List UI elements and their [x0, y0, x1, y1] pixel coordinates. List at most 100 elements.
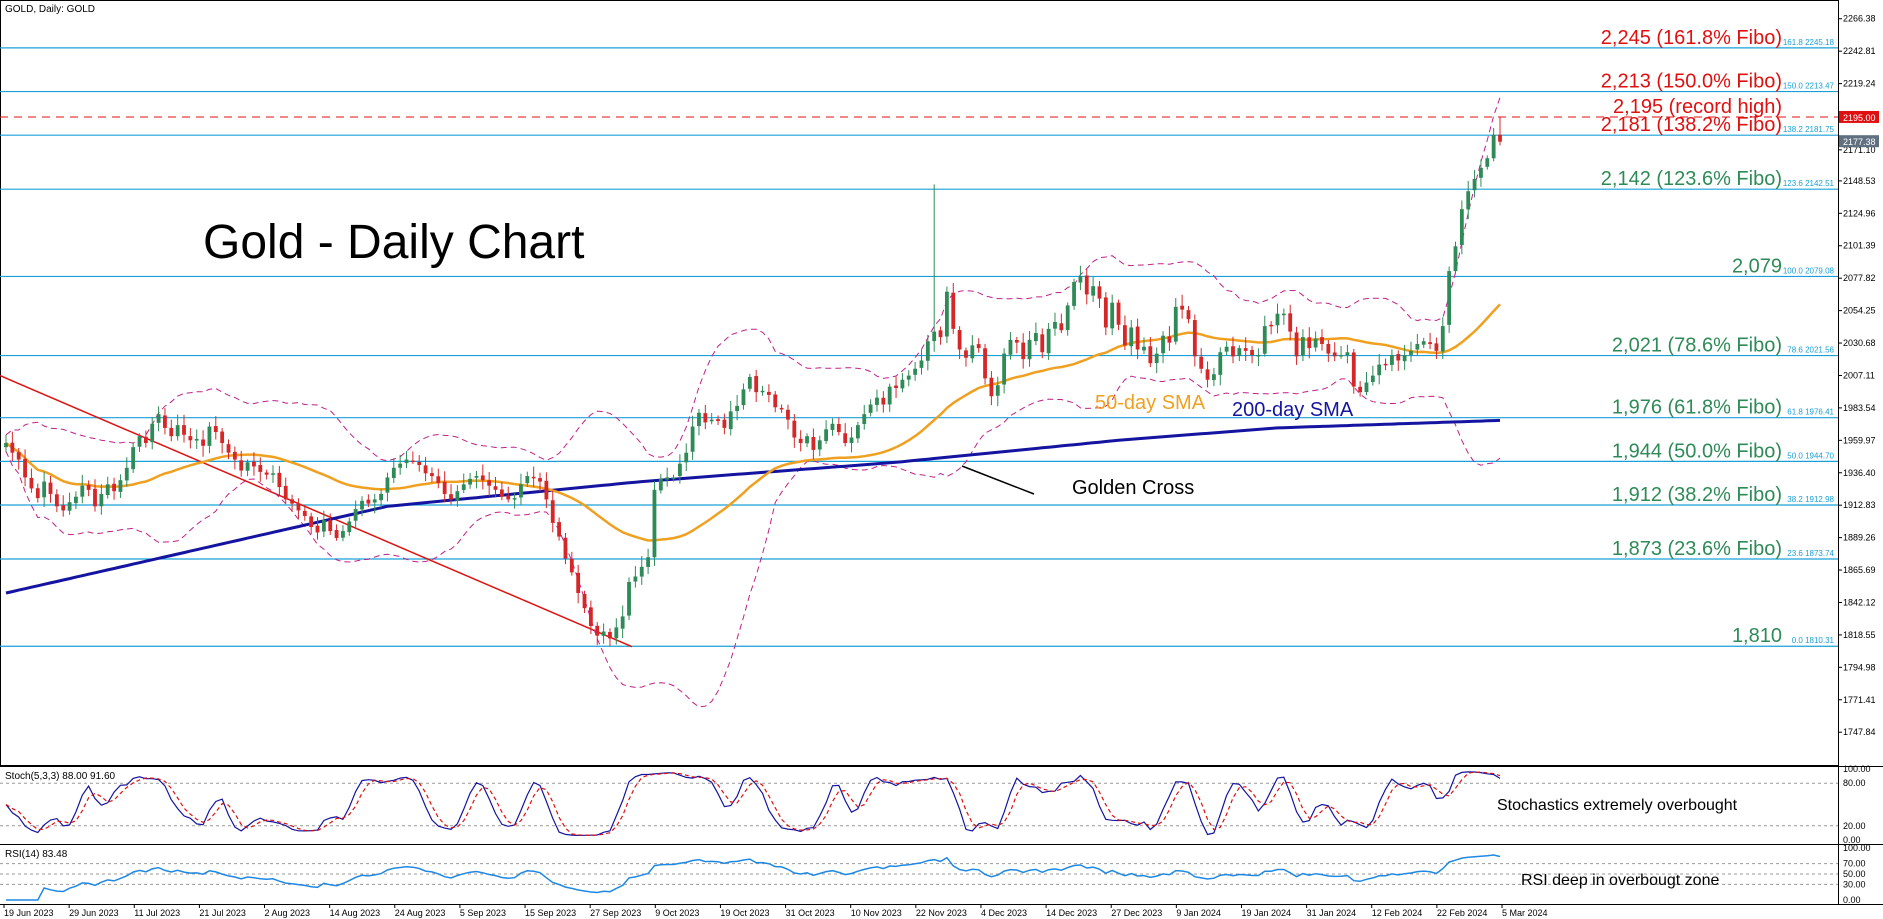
- candle-body: [1040, 334, 1045, 353]
- record-high-tag-text: 2195.00: [1843, 113, 1876, 123]
- candle-body: [677, 463, 682, 477]
- candle-body: [1409, 350, 1413, 355]
- time-tick-label: 29 Jun 2023: [69, 908, 119, 918]
- candle-body: [658, 478, 663, 491]
- time-tick-label: 31 Jan 2024: [1307, 908, 1357, 918]
- candle-body: [1243, 348, 1248, 351]
- candle-body: [595, 625, 600, 636]
- candle-body: [881, 397, 886, 405]
- candle-body: [1415, 343, 1420, 350]
- candle-body: [1027, 339, 1032, 360]
- time-tick-label: 12 Feb 2024: [1372, 908, 1423, 918]
- fibo-level-label: 2,213 (150.0% Fibo): [1601, 71, 1782, 93]
- candle-body: [379, 493, 383, 501]
- candle-body: [360, 500, 364, 510]
- current-price-tag: [1839, 135, 1879, 148]
- candle-body: [824, 429, 829, 442]
- candle-body: [4, 443, 8, 448]
- candle-body: [226, 444, 231, 453]
- candle-body: [328, 520, 333, 532]
- candle-body: [48, 482, 53, 494]
- current-price-tag-text: 2177.38: [1843, 137, 1876, 147]
- time-tick-label: 19 Jan 2024: [1241, 908, 1291, 918]
- fibo-level-label: 2,079: [1732, 255, 1782, 277]
- fibo-level-label: 1,810: [1732, 625, 1782, 647]
- candle-body: [608, 632, 612, 639]
- candle-body: [277, 472, 282, 488]
- candle-body: [93, 488, 97, 507]
- candle-body: [1192, 320, 1197, 357]
- candle-body: [1008, 339, 1013, 355]
- candle-body: [99, 493, 104, 507]
- time-tick-label: 11 Jul 2023: [134, 908, 180, 918]
- candle-body: [442, 481, 447, 494]
- price-tick-label: 1794.98: [1843, 662, 1876, 672]
- candle-body: [582, 593, 587, 609]
- candle-body: [792, 420, 797, 438]
- candle-body: [932, 331, 937, 342]
- candle-body: [964, 350, 968, 358]
- candle-body: [1078, 276, 1083, 283]
- candle-body: [1161, 335, 1165, 354]
- candle-body: [334, 530, 339, 538]
- time-tick-label: 31 Oct 2023: [786, 908, 835, 918]
- candle-body: [1218, 352, 1223, 375]
- sma200-label: 200-day SMA: [1232, 399, 1354, 421]
- candle-body: [1053, 321, 1057, 329]
- candle-body: [1173, 306, 1178, 342]
- candle-body: [1447, 271, 1452, 325]
- time-tick-label: 5 Mar 2024: [1502, 908, 1548, 918]
- candle-body: [1084, 275, 1089, 295]
- candle-body: [1065, 305, 1070, 330]
- candle-body: [1307, 337, 1312, 349]
- candle-body: [938, 330, 943, 338]
- candle-body: [1472, 178, 1477, 191]
- fibo-level-label: 1,912 (38.2% Fibo): [1612, 484, 1782, 506]
- candle-body: [887, 386, 892, 405]
- fibo-level-tag: 100.0 2079.08: [1783, 266, 1835, 275]
- candle-body: [951, 292, 956, 329]
- candle-body: [1459, 209, 1464, 245]
- candle-body: [1320, 337, 1324, 344]
- stoch-tick-label: 80.00: [1843, 778, 1866, 788]
- candle-body: [1002, 353, 1007, 385]
- candle-body: [836, 423, 841, 433]
- stoch-tick-label: 20.00: [1843, 821, 1866, 831]
- candle-body: [468, 478, 473, 485]
- candle-body: [614, 627, 619, 639]
- price-tick-label: 2148.53: [1843, 176, 1876, 186]
- candle-body: [283, 485, 288, 500]
- candle-body: [538, 478, 542, 482]
- candle-body: [175, 425, 180, 437]
- candle-body: [773, 394, 778, 408]
- candle-body: [1110, 302, 1115, 329]
- candle-body: [245, 462, 250, 471]
- fibo-level-tag: 61.8 1976.41: [1787, 408, 1834, 417]
- candle-body: [455, 491, 460, 501]
- fibo-level-label: 2,195 (record high): [1613, 96, 1782, 118]
- fibo-level-label: 2,021 (78.6% Fibo): [1612, 335, 1782, 357]
- candle-body: [207, 426, 212, 446]
- candle-body: [163, 415, 167, 428]
- candle-body: [531, 476, 536, 479]
- rsi-tick-label: 0.00: [1843, 895, 1861, 905]
- candle-body: [423, 465, 428, 474]
- fibo-level-tag: 38.2 1912.98: [1787, 495, 1834, 504]
- candle-body: [544, 480, 549, 500]
- candle-body: [1491, 134, 1496, 159]
- candle-body: [1390, 354, 1394, 365]
- time-tick-label: 5 Sep 2023: [460, 908, 506, 918]
- candle-body: [849, 437, 854, 443]
- candle-body: [557, 522, 562, 537]
- fibo-level-tag: 50.0 1944.70: [1787, 451, 1834, 460]
- candle-body: [1123, 325, 1127, 346]
- bollinger-bands: [5, 97, 1501, 708]
- candle-body: [550, 500, 555, 523]
- candle-body: [811, 436, 816, 450]
- candle-body: [716, 419, 720, 422]
- candle-body: [919, 360, 924, 368]
- time-tick-label: 9 Oct 2023: [655, 908, 699, 918]
- trendlines: [0, 374, 633, 648]
- candle-body: [112, 483, 116, 492]
- candle-body: [1014, 340, 1019, 343]
